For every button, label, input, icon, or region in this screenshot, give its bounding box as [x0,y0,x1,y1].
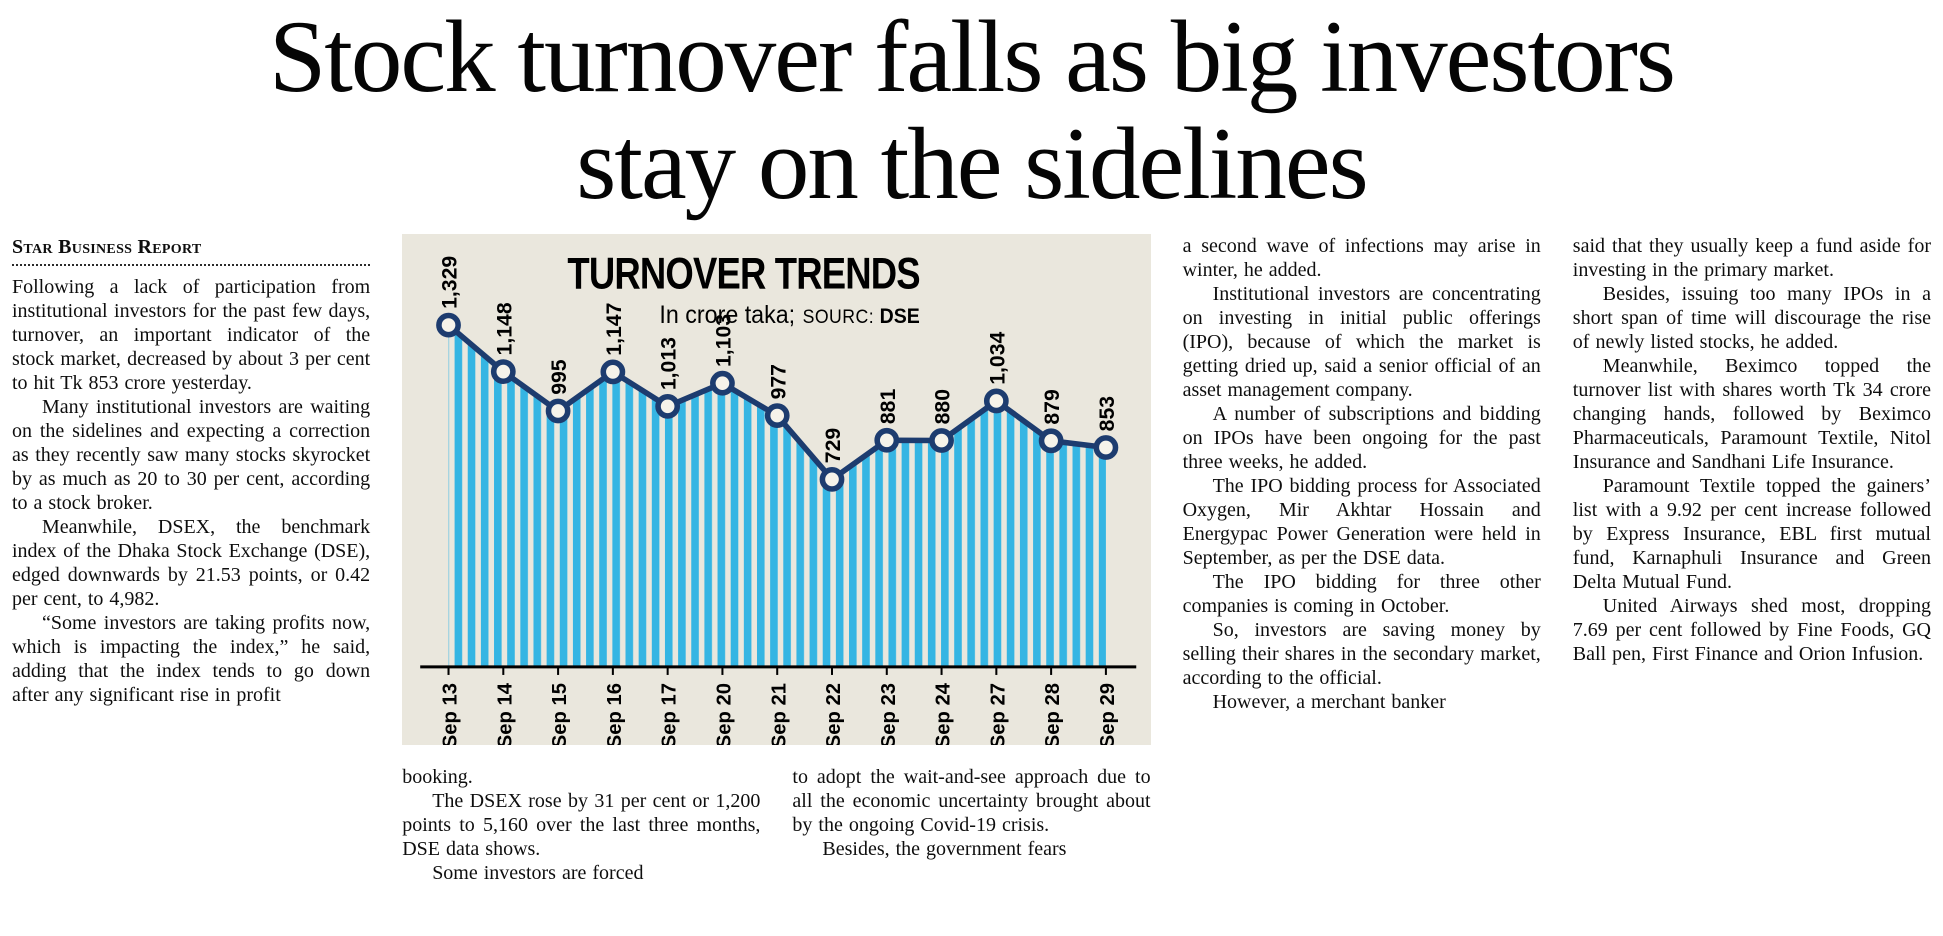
turnover-trends-chart: TURNOVER TRENDS In crore taka; SOURC: DSE … [402,234,1151,745]
value-label: 1,013 [658,337,681,390]
article-paragraph: to adopt the wait-and-see approach due t… [792,765,1151,836]
middle-text-columns: booking. The DSEX rose by 31 per cent or… [402,765,1150,885]
value-label: 879 [1041,389,1064,425]
value-label: 1,329 [439,256,462,309]
column-5: said that they usually keep a fund aside… [1573,234,1931,666]
chart-unit-label: In crore taka; [660,301,796,329]
middle-section: TURNOVER TRENDS In crore taka; SOURC: DSE … [402,234,1151,885]
byline-divider [12,261,371,267]
article-paragraph: The IPO bidding process for Associated O… [1182,475,1541,570]
article-paragraph: Some investors are forced [432,861,644,884]
column-2: booking. The DSEX rose by 31 per cent or… [402,765,760,885]
x-label: Sep 23 [878,683,900,745]
article-paragraph: Institutional investors are concentratin… [1182,283,1541,402]
chart-area [448,325,1107,668]
x-label: Sep 16 [604,683,626,745]
chart-marker [1038,428,1064,454]
chart-title: TURNOVER TRENDS [568,248,920,298]
article-paragraph: said that they usually keep a fund aside… [1572,235,1931,282]
article-paragraph: Meanwhile, DSEX, the benchmark index of … [12,516,371,611]
article-headline: Stock turnover falls as big investors st… [0,3,1943,222]
article-paragraph: booking. [402,765,473,788]
x-label: Sep 17 [659,683,681,745]
value-label: 881 [877,389,900,425]
article-paragraph: So, investors are saving money by sellin… [1182,619,1541,690]
value-label: 1,103 [713,314,736,367]
article-paragraph: “Some investors are taking profits now, … [12,612,371,707]
article-paragraph: Besides, the government fears [822,837,1067,860]
value-label: 995 [548,359,571,395]
chart-marker [655,394,681,419]
value-label: 1,147 [603,303,626,356]
x-label: Sep 21 [768,683,790,745]
chart-marker [710,371,736,396]
chart-source-label: SOURC: [803,306,875,328]
article-paragraph: Meanwhile, Beximco topped the turnover l… [1572,355,1931,474]
byline: Star Business Report [12,236,202,259]
x-label: Sep 20 [714,683,736,745]
chart-marker [600,359,626,385]
chart-marker [491,359,516,385]
chart-marker [929,428,955,454]
chart-marker [819,467,845,492]
value-label: 853 [1096,396,1119,432]
value-label: 729 [822,428,845,464]
x-label: Sep 29 [1097,683,1119,745]
article-paragraph: Besides, issuing too many IPOs in a shor… [1572,283,1931,354]
chart-marker [436,312,462,338]
article-paragraph: However, a merchant banker [1212,691,1446,714]
x-label: Sep 28 [1042,683,1064,745]
chart-marker [765,403,790,429]
headline-line-1: Stock turnover falls as big investors [269,0,1676,114]
value-label: 1,034 [987,332,1010,385]
article-paragraph: The IPO bidding for three other companie… [1182,571,1541,618]
value-label: 977 [767,364,790,399]
article-paragraph: Paramount Textile topped the gainers’ li… [1572,475,1931,594]
column-3: to adopt the wait-and-see approach due t… [792,765,1150,885]
article-paragraph: A number of subscriptions and bidding on… [1182,403,1541,474]
x-label: Sep 22 [823,683,845,745]
x-label: Sep 14 [495,683,517,745]
turnover-chart-svg: TURNOVER TRENDS In crore taka; SOURC: DSE … [420,248,1137,745]
value-label: 880 [932,389,955,424]
chart-marker [1093,435,1119,461]
article-paragraph: Following a lack of participation from i… [12,276,371,395]
chart-marker [984,388,1009,414]
x-label: Sep 13 [440,683,462,745]
x-label: Sep 27 [988,683,1010,745]
article-body: Star Business Report Following a lack of… [0,234,1943,885]
chart-subtitle: In crore taka; SOURC: DSE [660,301,920,329]
headline-line-2: stay on the sidelines [576,107,1368,222]
x-label: Sep 15 [549,683,571,745]
article-paragraph: Many institutional investors are waiting… [12,396,371,515]
chart-source-value: DSE [880,306,920,329]
article-paragraph: United Airways shed most, dropping 7.69 … [1572,595,1931,666]
value-label: 1,148 [494,302,517,355]
column-1: Star Business Report Following a lack of… [12,234,371,707]
article-paragraph: The DSEX rose by 31 per cent or 1,200 po… [402,789,761,860]
article-paragraph: a second wave of infections may arise in… [1182,235,1541,282]
chart-marker [545,398,571,424]
chart-marker [874,428,900,453]
x-label: Sep 24 [933,683,955,745]
column-4: a second wave of infections may arise in… [1183,234,1541,714]
